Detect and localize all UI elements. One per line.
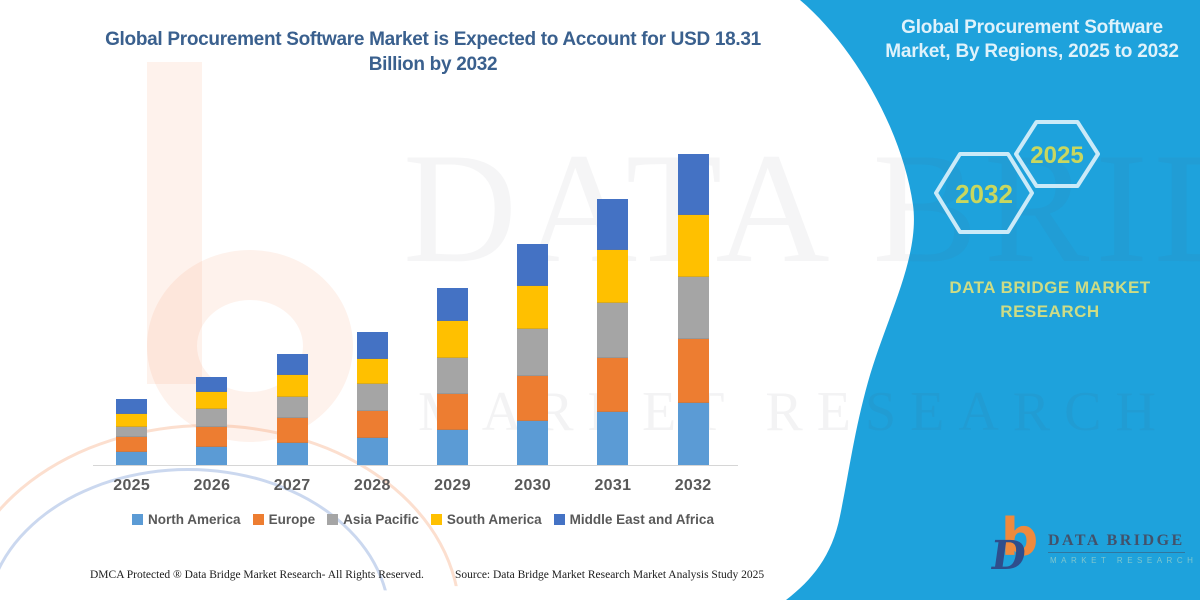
bar-chart	[93, 149, 738, 466]
bar-segment-middle-east-and-africa-2025	[116, 399, 148, 414]
bar-2026	[196, 376, 228, 465]
bar-segment-south-america-2031	[597, 250, 629, 304]
chart-title-line1: Global Procurement Software Market is Ex…	[105, 29, 761, 50]
bar-segment-south-america-2028	[356, 359, 388, 384]
legend-label-middle-east-and-africa: Middle East and Africa	[569, 512, 714, 527]
bar-2031	[597, 198, 629, 465]
x-axis-labels: 2025 2026 2027 2028 2029 2030 2031 2032	[93, 477, 738, 499]
bar-segment-middle-east-and-africa-2027	[276, 353, 308, 376]
databridge-logo-icon: b D	[988, 508, 1051, 584]
bar-segment-asia-pacific-2028	[356, 383, 388, 412]
bar-segment-north-america-2026	[196, 446, 228, 465]
legend-item-asia-pacific: Asia Pacific	[327, 512, 419, 527]
bar-segment-south-america-2029	[437, 321, 468, 358]
x-axis-label-2029: 2029	[434, 477, 471, 494]
legend-item-north-america: North America	[132, 512, 241, 527]
panel-title: Global Procurement Software Market, By R…	[868, 16, 1196, 64]
hexagon-2025	[1014, 120, 1100, 188]
legend-label-europe: Europe	[268, 512, 316, 527]
bar-segment-asia-pacific-2026	[196, 409, 228, 427]
x-axis-label-2025: 2025	[113, 477, 151, 494]
panel-title-line2: Market, By Regions, 2025 to 2032	[885, 41, 1179, 62]
bar-segment-north-america-2029	[437, 430, 468, 465]
bar-segment-north-america-2028	[356, 438, 388, 465]
bar-segment-middle-east-and-africa-2032	[677, 153, 709, 216]
bar-segment-asia-pacific-2027	[276, 396, 308, 419]
panel-brand-text: DATA BRIDGE MARKET RESEARCH	[925, 276, 1175, 324]
legend-label-asia-pacific: Asia Pacific	[343, 512, 419, 527]
bar-segment-europe-2029	[437, 394, 468, 431]
hexagon-year-2032: 2032	[955, 179, 1013, 209]
footer-dmca: DMCA Protected ® Data Bridge Market Rese…	[90, 569, 424, 581]
year-hexagons: 2032 2025	[934, 120, 1100, 234]
legend-swatch-north-america	[132, 514, 144, 525]
bar-segment-south-america-2030	[517, 286, 549, 330]
panel-brand-line2: RESEARCH	[1000, 302, 1100, 321]
bar-segment-north-america-2027	[276, 443, 308, 465]
bar-segment-middle-east-and-africa-2029	[437, 288, 468, 322]
footer-source: Source: Data Bridge Market Research Mark…	[455, 569, 765, 581]
bar-segment-europe-2030	[517, 375, 549, 422]
x-axis-label-2027: 2027	[273, 477, 311, 494]
bar-segment-europe-2032	[677, 339, 709, 404]
bar-segment-europe-2027	[276, 418, 308, 444]
bar-2028	[356, 331, 388, 465]
bar-2029	[437, 288, 468, 465]
bar-segment-asia-pacific-2029	[437, 357, 468, 395]
panel-brand-line1: DATA BRIDGE MARKET	[949, 278, 1151, 297]
x-axis-label-2026: 2026	[193, 477, 231, 494]
bar-segment-middle-east-and-africa-2028	[356, 331, 388, 360]
bar-segment-north-america-2031	[597, 412, 629, 465]
hexagon-year-2025: 2025	[1030, 142, 1083, 169]
bar-segment-middle-east-and-africa-2031	[597, 198, 629, 251]
bar-2030	[517, 243, 549, 465]
logo-company-name: DATA BRIDGE	[1048, 532, 1185, 553]
chart-title: Global Procurement Software Market is Ex…	[88, 27, 778, 77]
legend-label-north-america: North America	[148, 512, 241, 527]
bar-segment-south-america-2026	[196, 391, 228, 410]
legend-swatch-middle-east-and-africa	[553, 514, 565, 525]
panel-title-line1: Global Procurement Software	[901, 17, 1163, 38]
bar-segment-south-america-2025	[116, 413, 148, 427]
legend-swatch-asia-pacific	[327, 514, 339, 525]
legend: North America Europe Asia Pacific South Ame…	[93, 512, 753, 527]
bar-segment-europe-2025	[116, 437, 148, 452]
bar-segment-europe-2028	[356, 411, 388, 439]
bar-segment-north-america-2030	[517, 421, 549, 465]
legend-item-middle-east-and-africa: Middle East and Africa	[553, 512, 714, 527]
hexagon-2032	[934, 152, 1034, 234]
bar-segment-asia-pacific-2025	[116, 426, 148, 438]
x-axis-label-2030: 2030	[514, 477, 552, 494]
bar-2025	[116, 399, 148, 465]
bar-segment-europe-2026	[196, 426, 228, 447]
x-axis-label-2028: 2028	[353, 477, 391, 494]
company-logo: b D DATA BRIDGE MARKET RESEARCH	[988, 508, 1193, 590]
logo-b-glyph: b	[1001, 508, 1039, 568]
legend-label-south-america: South America	[446, 512, 542, 527]
bar-segment-middle-east-and-africa-2030	[517, 243, 549, 287]
bar-segment-south-america-2027	[276, 375, 308, 397]
bar-2032	[677, 153, 709, 465]
x-axis-label-2032: 2032	[674, 477, 712, 494]
legend-item-south-america: South America	[430, 512, 542, 527]
bar-segment-north-america-2032	[677, 403, 709, 465]
legend-swatch-south-america	[430, 514, 442, 525]
chart-title-line2: Billion by 2032	[368, 54, 498, 75]
bar-segment-europe-2031	[597, 357, 629, 413]
bar-2027	[276, 353, 308, 465]
x-axis-label-2031: 2031	[594, 477, 632, 494]
bar-segment-asia-pacific-2030	[517, 329, 549, 376]
bar-segment-asia-pacific-2031	[597, 303, 629, 358]
bar-segment-asia-pacific-2032	[677, 277, 709, 340]
bar-segment-north-america-2025	[116, 451, 148, 465]
logo-d-glyph: D	[987, 532, 1029, 579]
legend-swatch-europe	[252, 514, 264, 525]
legend-item-europe: Europe	[252, 512, 316, 527]
logo-company-subtitle: MARKET RESEARCH	[1050, 556, 1198, 565]
bar-segment-south-america-2032	[677, 215, 709, 277]
bar-segment-middle-east-and-africa-2026	[196, 376, 228, 392]
